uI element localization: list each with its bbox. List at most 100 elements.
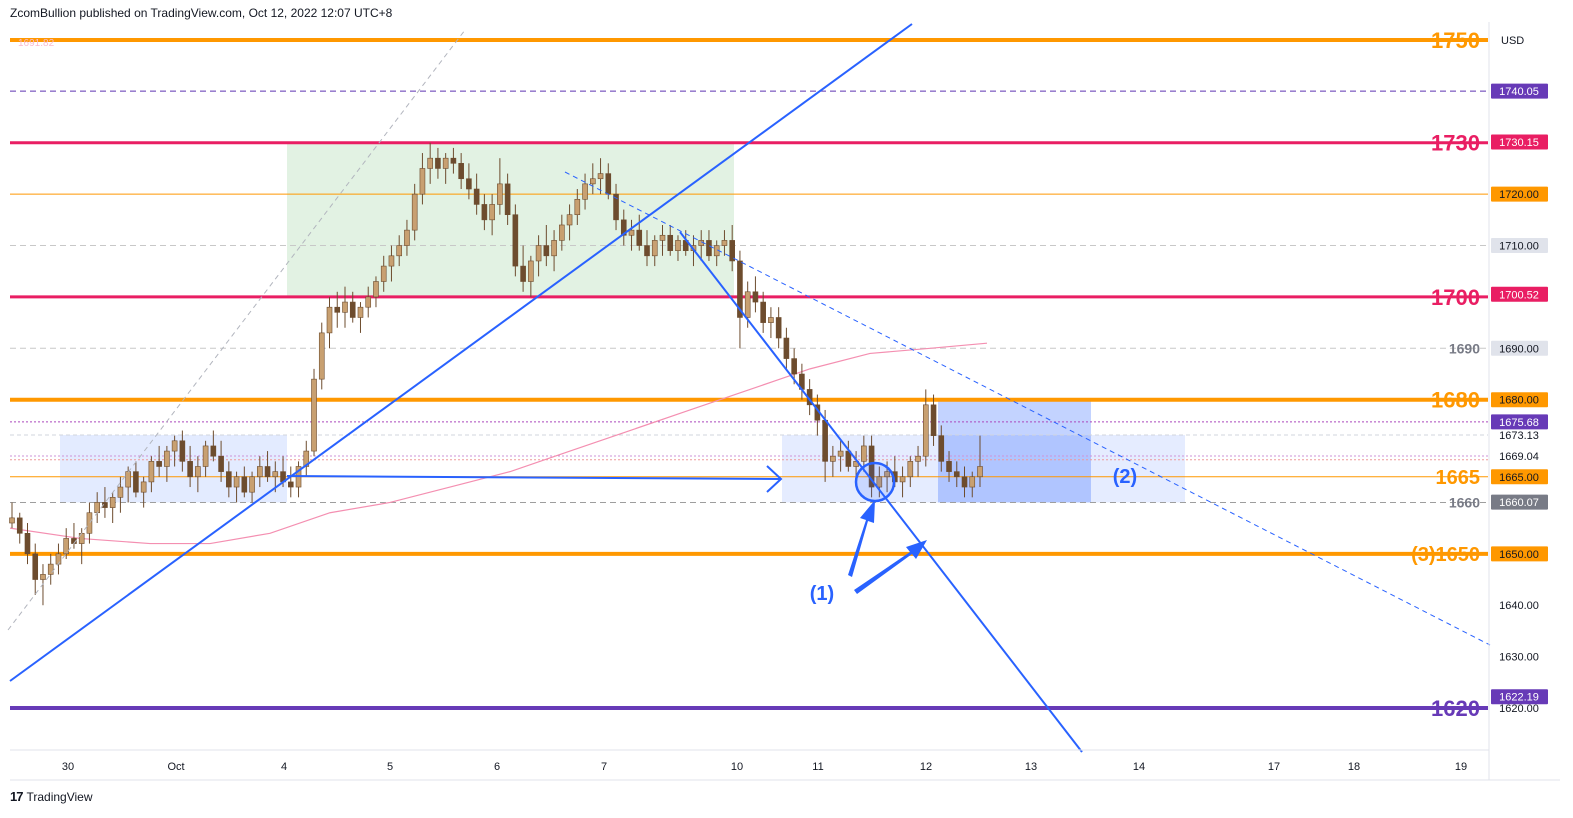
candle <box>675 235 681 261</box>
candle <box>86 502 93 544</box>
candle <box>667 224 674 256</box>
candle <box>922 389 929 467</box>
candle-body <box>667 234 674 251</box>
candle <box>799 363 805 400</box>
candle <box>450 147 457 174</box>
candle-body <box>210 445 217 457</box>
candle-body <box>241 476 248 493</box>
price-badge-1680.00 <box>1491 392 1548 408</box>
level-label-1660: 1660 <box>1449 495 1480 511</box>
time-tick-7: 7 <box>601 761 607 773</box>
candle <box>868 435 875 498</box>
candle-body <box>187 461 193 478</box>
rising-trendline <box>9 23 913 682</box>
level-labels-layer: 1750 1730 1700 1690 1680 1665 1660 (3)1650 1620 (… <box>18 28 1480 721</box>
candle-body <box>822 419 828 462</box>
candle <box>311 368 317 457</box>
candle-body <box>318 332 325 380</box>
candle-body <box>388 255 395 267</box>
candle <box>334 291 341 328</box>
candle-body <box>357 306 364 318</box>
candle-body <box>605 173 612 195</box>
candle-body <box>644 245 650 257</box>
candle-body <box>628 229 635 236</box>
candle-body <box>915 455 921 462</box>
topleft-price: 1691.82 <box>18 38 55 49</box>
candle-body <box>249 476 255 493</box>
candle <box>373 276 379 308</box>
price-axis-layer: USD 1740.05 1730.15 1720.00 1710.00 1700.52 16… <box>1488 22 1548 780</box>
annotation-1: (1) <box>810 583 834 605</box>
candle <box>721 230 728 256</box>
candle <box>589 163 596 195</box>
candle-body <box>16 517 23 534</box>
candle-body <box>272 471 279 478</box>
candle <box>171 435 178 467</box>
candle <box>419 153 426 205</box>
candle-body <box>171 440 178 452</box>
candle-body <box>40 574 46 580</box>
time-tick-18: 18 <box>1348 761 1360 773</box>
candle-body <box>876 476 883 488</box>
price-tick-1680.00: 1680.00 <box>1499 395 1539 407</box>
price-badge-1730.15 <box>1491 134 1548 150</box>
candle-body <box>651 240 658 257</box>
candle <box>481 194 488 231</box>
candle <box>597 158 604 195</box>
level-label-1650: (3)1650 <box>1411 544 1480 566</box>
price-tick-1669.04: 1669.04 <box>1499 451 1539 463</box>
candle <box>775 307 782 349</box>
price-tick-1640.00: 1640.00 <box>1499 600 1539 612</box>
candle-body <box>303 450 310 467</box>
candle-body <box>768 317 774 323</box>
candle-body <box>109 497 116 508</box>
support-zone-right <box>782 434 1185 503</box>
candle <box>404 219 410 256</box>
candle <box>458 153 464 190</box>
candle-body <box>752 291 759 303</box>
candle-body <box>287 481 294 488</box>
candle-body <box>133 471 139 493</box>
time-tick-4: 4 <box>281 761 287 773</box>
candle-body <box>597 173 604 180</box>
candle <box>318 322 325 390</box>
candle-body <box>365 296 372 308</box>
time-tick-12: 12 <box>920 761 932 773</box>
candle-body <box>636 229 643 246</box>
candle <box>613 183 619 231</box>
candle-body <box>140 481 147 493</box>
horizontal-arrow-line <box>286 475 782 480</box>
candle-body <box>837 450 844 457</box>
candle-body <box>497 183 503 205</box>
candle-body <box>411 193 418 231</box>
candle-body <box>613 193 619 221</box>
candle <box>179 430 186 472</box>
candle <box>109 492 116 524</box>
consolidation-zone <box>287 142 734 297</box>
candle-body <box>125 471 131 488</box>
candle <box>156 445 162 477</box>
price-badge-1740.05 <box>1491 83 1548 99</box>
price-badge-1665.00 <box>1491 469 1548 485</box>
price-tick-1622.19: 1622.19 <box>1499 692 1539 704</box>
candle-body <box>783 337 790 359</box>
candle-body <box>218 455 224 472</box>
candle <box>396 235 403 267</box>
horizontal-arrow-head <box>766 465 783 493</box>
candle <box>47 553 54 585</box>
zones-layer <box>60 142 1185 503</box>
candle <box>899 466 906 498</box>
candle-body <box>489 204 495 221</box>
candle <box>357 302 364 333</box>
price-tick-1710.00: 1710.00 <box>1499 241 1539 253</box>
candle <box>651 235 658 267</box>
candle <box>380 255 387 292</box>
candle-body <box>233 476 240 488</box>
candle <box>504 173 511 225</box>
level-label-1730: 1730 <box>1431 131 1480 156</box>
arrow-up-2 <box>854 540 927 594</box>
candle <box>9 502 15 529</box>
candle <box>226 461 232 498</box>
candle-body <box>334 306 341 313</box>
